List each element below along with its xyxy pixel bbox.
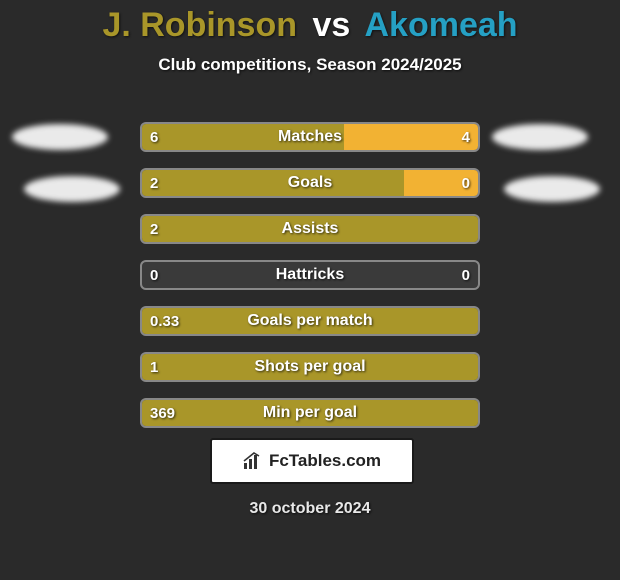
bar-track bbox=[140, 214, 480, 244]
stat-row: Min per goal369 bbox=[140, 398, 480, 428]
player2-name: Akomeah bbox=[364, 6, 517, 44]
bar-track bbox=[140, 260, 480, 290]
bar-fill-p1 bbox=[142, 124, 344, 150]
subtitle: Club competitions, Season 2024/2025 bbox=[0, 55, 620, 75]
brand-box: FcTables.com bbox=[210, 438, 414, 484]
bar-track bbox=[140, 398, 480, 428]
date-text: 30 october 2024 bbox=[0, 500, 620, 518]
stat-row: Shots per goal1 bbox=[140, 352, 480, 382]
decorative-ellipse bbox=[492, 124, 588, 150]
bar-fill-p1 bbox=[142, 308, 478, 334]
brand-text: FcTables.com bbox=[269, 451, 381, 471]
player1-name: J. Robinson bbox=[102, 6, 297, 44]
decorative-ellipse bbox=[12, 124, 108, 150]
comparison-infographic: J. Robinson vs Akomeah Club competitions… bbox=[0, 0, 620, 580]
bar-track bbox=[140, 306, 480, 336]
bar-fill-p1 bbox=[142, 400, 478, 426]
chart-icon bbox=[243, 452, 265, 470]
bar-fill-p1 bbox=[142, 170, 404, 196]
bar-track bbox=[140, 168, 480, 198]
bar-fill-p1 bbox=[142, 354, 478, 380]
stat-row: Matches64 bbox=[140, 122, 480, 152]
stat-row: Goals per match0.33 bbox=[140, 306, 480, 336]
brand-logo: FcTables.com bbox=[243, 451, 381, 471]
vs-text: vs bbox=[312, 6, 350, 44]
bar-fill-p2 bbox=[404, 170, 478, 196]
decorative-ellipse bbox=[504, 176, 600, 202]
stats-bars: Matches64 Goals20 Assists2 Hattricks00 Goals… bbox=[140, 122, 480, 444]
page-title: J. Robinson vs Akomeah bbox=[0, 0, 620, 45]
stat-row: Goals20 bbox=[140, 168, 480, 198]
stat-row: Assists2 bbox=[140, 214, 480, 244]
bar-track bbox=[140, 122, 480, 152]
bar-fill-p2 bbox=[344, 124, 478, 150]
bar-fill-p1 bbox=[142, 216, 478, 242]
stat-row: Hattricks00 bbox=[140, 260, 480, 290]
decorative-ellipse bbox=[24, 176, 120, 202]
bar-track bbox=[140, 352, 480, 382]
